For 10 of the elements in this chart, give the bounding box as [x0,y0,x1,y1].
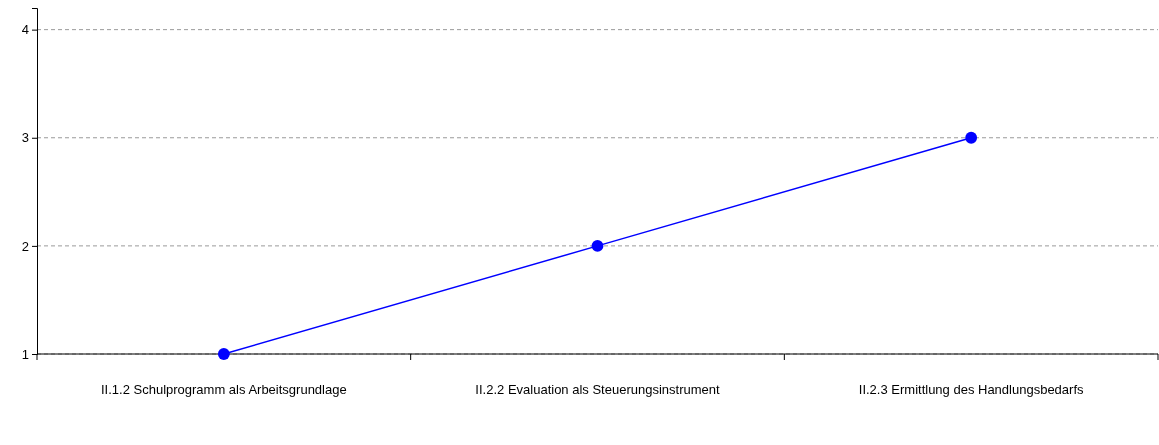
y-tick-label: 3 [21,130,29,146]
point [591,239,604,252]
y-tick-label: 4 [21,22,29,38]
point [217,348,230,360]
x-tick-label: II.1.2 Schulprogramm als Arbeitsgrundlage [100,382,347,397]
point [965,131,978,144]
y-tick-label: 1 [21,346,29,362]
x-tick-label: II.2.2 Evaluation als Steuerungsinstrument [475,382,721,397]
y-tick-label: 2 [21,238,29,254]
x-tick-label: II.2.3 Ermittlung des Handlungsbedarfs [858,382,1085,397]
